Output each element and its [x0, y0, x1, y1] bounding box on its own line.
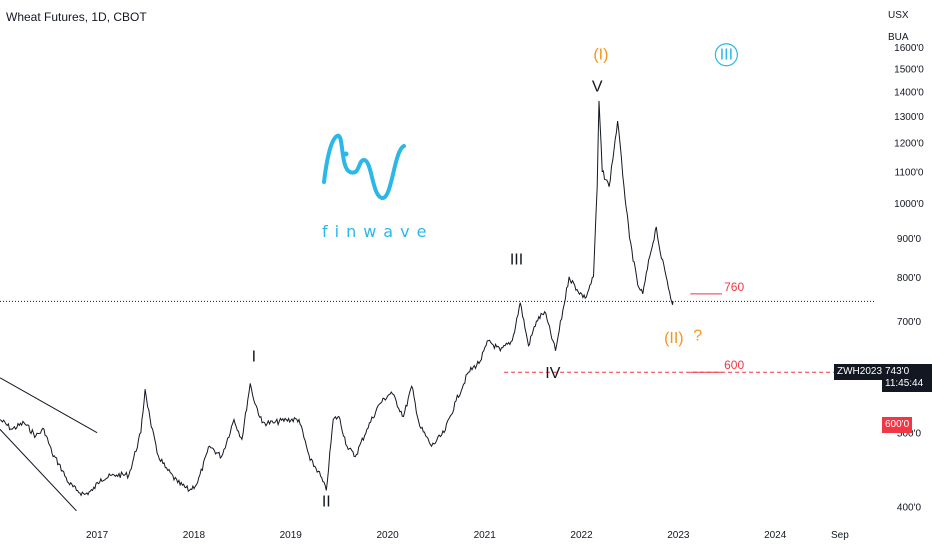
- x-tick-2018: 2018: [183, 530, 206, 541]
- wave-label-1: II: [322, 494, 331, 511]
- trendline-1: [0, 377, 98, 434]
- y-tick-1100: 1100'0: [895, 167, 924, 178]
- y-tick-1000: 1000'0: [894, 199, 924, 210]
- target-label-600: 600: [724, 358, 744, 372]
- unit-label: BUA: [888, 32, 909, 43]
- finwave-wave-icon: [322, 134, 406, 200]
- wave-label-4: V: [592, 78, 603, 95]
- currency-label: USX: [888, 10, 909, 21]
- y-tick-500: 500'0: [897, 429, 922, 440]
- wave-label-8: III: [720, 47, 733, 64]
- y-tick-800: 800'0: [897, 273, 922, 284]
- x-tick-2019: 2019: [280, 530, 303, 541]
- finwave-logo: [322, 134, 406, 200]
- wave-label-2: III: [510, 252, 523, 269]
- trendline-2: [0, 428, 77, 512]
- wave-label-0: I: [252, 348, 256, 365]
- x-tick-2017: 2017: [86, 530, 109, 541]
- target-label-760: 760: [724, 280, 744, 294]
- y-tick-900: 900'0: [897, 234, 922, 245]
- wave-label-5: (I): [593, 47, 608, 64]
- x-tick-2023: 2023: [667, 530, 690, 541]
- price-badge-countdown: 11:45:44: [885, 378, 924, 389]
- wave-label-6: (II): [664, 330, 684, 347]
- y-tick-400: 400'0: [897, 503, 922, 514]
- price-series-line: [0, 100, 674, 497]
- x-tick-2022: 2022: [570, 530, 593, 541]
- finwave-dot-icon: [343, 151, 349, 157]
- y-tick-1200: 1200'0: [894, 138, 924, 149]
- x-tick-2020: 2020: [376, 530, 399, 541]
- logo-text: finwave: [322, 222, 434, 241]
- x-tick-2021: 2021: [474, 530, 497, 541]
- price-badge-value: 743'0: [885, 366, 910, 377]
- y-tick-1400: 1400'0: [894, 87, 924, 98]
- wave-label-7: ?: [693, 328, 702, 345]
- price-badge[interactable]: 743'0 11:45:44: [882, 364, 932, 392]
- y-tick-1500: 1500'0: [894, 64, 924, 75]
- wave-label-3: IV: [545, 365, 560, 382]
- level-badge[interactable]: 600'0: [882, 417, 913, 433]
- x-tick-2024: 2024: [764, 530, 787, 541]
- x-tick-Sep: Sep: [831, 530, 849, 541]
- symbol-badge[interactable]: ZWH2023: [834, 364, 886, 380]
- y-tick-700: 700'0: [897, 317, 922, 328]
- wave-circle-8: [714, 43, 738, 67]
- y-tick-1300: 1300'0: [894, 112, 924, 123]
- chart-title: Wheat Futures, 1D, CBOT: [6, 10, 147, 24]
- y-tick-1600: 1600'0: [894, 43, 924, 54]
